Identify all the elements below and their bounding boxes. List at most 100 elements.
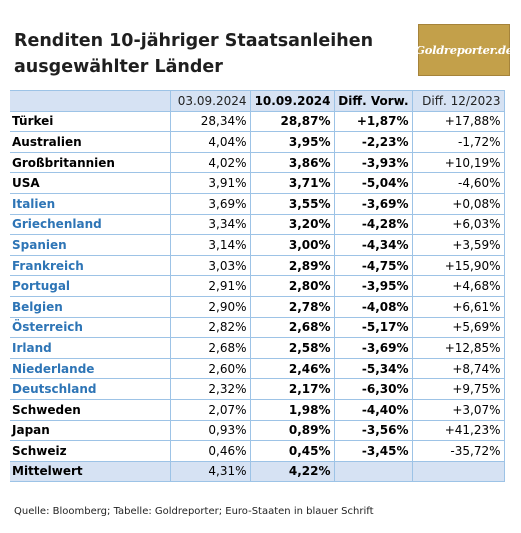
- table-row: Großbritannien 4,02% 3,86% -3,93% +10,19%: [10, 152, 505, 174]
- yield-previous: 2,90%: [169, 296, 251, 318]
- yield-previous: 4,04%: [169, 131, 251, 153]
- table-row: Griechenland 3,34% 3,20% -4,28% +6,03%: [10, 214, 505, 236]
- average-label: Mittelwert: [10, 461, 171, 483]
- yield-current: 0,45%: [249, 440, 335, 462]
- yield-previous: 2,68%: [169, 337, 251, 359]
- diff-week: -3,45%: [333, 440, 413, 462]
- source-note: Quelle: Bloomberg; Tabelle: Goldreporter…: [14, 506, 374, 517]
- average-previous: 4,31%: [169, 461, 251, 483]
- diff-year: -35,72%: [411, 440, 505, 462]
- yield-current: 2,58%: [249, 337, 335, 359]
- table-row: Deutschland 2,32% 2,17% -6,30% +9,75%: [10, 378, 505, 400]
- yield-previous: 2,32%: [169, 378, 251, 400]
- yield-current: 0,89%: [249, 420, 335, 442]
- yield-previous: 0,46%: [169, 440, 251, 462]
- title-line-2: ausgewählter Länder: [14, 57, 223, 77]
- diff-week: -5,17%: [333, 317, 413, 339]
- diff-year: -1,72%: [411, 131, 505, 153]
- diff-week: -4,08%: [333, 296, 413, 318]
- average-current: 4,22%: [249, 461, 335, 483]
- diff-year: +17,88%: [411, 111, 505, 133]
- diff-year: +4,68%: [411, 275, 505, 297]
- diff-week: -3,95%: [333, 275, 413, 297]
- table-row: Japan 0,93% 0,89% -3,56% +41,23%: [10, 420, 505, 442]
- yield-current: 3,55%: [249, 193, 335, 215]
- table-row: Schweden 2,07% 1,98% -4,40% +3,07%: [10, 399, 505, 421]
- yield-current: 2,89%: [249, 255, 335, 277]
- yield-previous: 0,93%: [169, 420, 251, 442]
- yield-previous: 3,14%: [169, 234, 251, 256]
- diff-week: -3,69%: [333, 337, 413, 359]
- diff-week: -4,40%: [333, 399, 413, 421]
- yield-current: 2,46%: [249, 358, 335, 380]
- yield-current: 3,86%: [249, 152, 335, 174]
- country-name: Schweiz: [10, 440, 171, 462]
- yield-current: 3,71%: [249, 172, 335, 194]
- country-name: Spanien: [10, 234, 171, 256]
- yield-current: 2,80%: [249, 275, 335, 297]
- table-row: Irland 2,68% 2,58% -3,69% +12,85%: [10, 337, 505, 359]
- country-name: Großbritannien: [10, 152, 171, 174]
- yield-current: 2,68%: [249, 317, 335, 339]
- diff-year: +3,07%: [411, 399, 505, 421]
- table-row: Niederlande 2,60% 2,46% -5,34% +8,74%: [10, 358, 505, 380]
- country-name: Österreich: [10, 317, 171, 339]
- diff-week: +1,87%: [333, 111, 413, 133]
- diff-year: +6,61%: [411, 296, 505, 318]
- diff-year: +5,69%: [411, 317, 505, 339]
- header-date-current: 10.09.2024: [249, 90, 335, 112]
- table-body: Türkei 28,34% 28,87% +1,87% +17,88% Australie…: [10, 111, 505, 462]
- country-name: Türkei: [10, 111, 171, 133]
- diff-week: -4,75%: [333, 255, 413, 277]
- yield-previous: 3,34%: [169, 214, 251, 236]
- table-title: Renditen 10-jähriger Staatsanleihen ausg…: [14, 28, 394, 80]
- yield-previous: 3,91%: [169, 172, 251, 194]
- country-name: Deutschland: [10, 378, 171, 400]
- header-date-previous: 03.09.2024: [169, 90, 251, 112]
- average-row: Mittelwert 4,31% 4,22%: [10, 461, 505, 483]
- table-header-row: 03.09.2024 10.09.2024 Diff. Vorw. Diff. …: [10, 90, 505, 112]
- yield-current: 28,87%: [249, 111, 335, 133]
- diff-week: -2,23%: [333, 131, 413, 153]
- diff-week: -3,56%: [333, 420, 413, 442]
- yield-previous: 3,69%: [169, 193, 251, 215]
- yield-current: 1,98%: [249, 399, 335, 421]
- goldreporter-logo: Goldreporter.de: [415, 24, 513, 76]
- diff-year: +41,23%: [411, 420, 505, 442]
- table-row: Frankreich 3,03% 2,89% -4,75% +15,90%: [10, 255, 505, 277]
- yield-current: 3,00%: [249, 234, 335, 256]
- country-name: USA: [10, 172, 171, 194]
- country-name: Schweden: [10, 399, 171, 421]
- yield-previous: 2,07%: [169, 399, 251, 421]
- table-row: Portugal 2,91% 2,80% -3,95% +4,68%: [10, 275, 505, 297]
- yield-previous: 2,82%: [169, 317, 251, 339]
- country-name: Belgien: [10, 296, 171, 318]
- header-country: [10, 90, 171, 112]
- header-diff-year: Diff. 12/2023: [411, 90, 505, 112]
- average-diff-year: [411, 461, 505, 483]
- logo-text: Goldreporter.de: [415, 43, 513, 57]
- country-name: Griechenland: [10, 214, 171, 236]
- diff-year: +6,03%: [411, 214, 505, 236]
- diff-week: -3,69%: [333, 193, 413, 215]
- diff-week: -3,93%: [333, 152, 413, 174]
- yield-previous: 2,91%: [169, 275, 251, 297]
- table-row: Spanien 3,14% 3,00% -4,34% +3,59%: [10, 234, 505, 256]
- diff-year: -4,60%: [411, 172, 505, 194]
- yield-current: 2,17%: [249, 378, 335, 400]
- yield-previous: 3,03%: [169, 255, 251, 277]
- diff-year: +8,74%: [411, 358, 505, 380]
- diff-year: +9,75%: [411, 378, 505, 400]
- country-name: Italien: [10, 193, 171, 215]
- country-name: Portugal: [10, 275, 171, 297]
- diff-week: -6,30%: [333, 378, 413, 400]
- header-diff-week: Diff. Vorw.: [333, 90, 413, 112]
- table-row: Belgien 2,90% 2,78% -4,08% +6,61%: [10, 296, 505, 318]
- diff-year: +10,19%: [411, 152, 505, 174]
- table-row: USA 3,91% 3,71% -5,04% -4,60%: [10, 172, 505, 194]
- yield-previous: 4,02%: [169, 152, 251, 174]
- diff-year: +15,90%: [411, 255, 505, 277]
- diff-year: +12,85%: [411, 337, 505, 359]
- country-name: Frankreich: [10, 255, 171, 277]
- country-name: Australien: [10, 131, 171, 153]
